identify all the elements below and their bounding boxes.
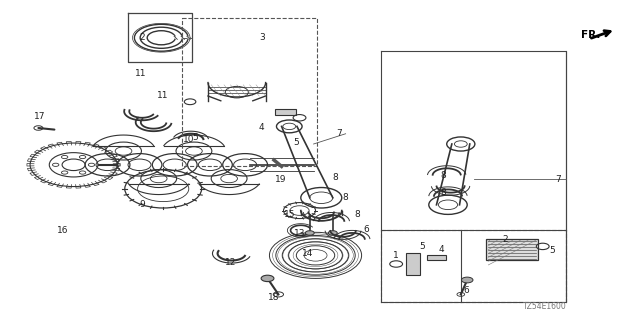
Text: 8: 8 bbox=[333, 173, 338, 182]
Text: FR.: FR. bbox=[581, 30, 600, 40]
Text: 7: 7 bbox=[556, 175, 561, 184]
Text: 15: 15 bbox=[284, 210, 295, 219]
Text: 8: 8 bbox=[440, 188, 445, 197]
Text: 8: 8 bbox=[440, 171, 445, 180]
Circle shape bbox=[328, 231, 337, 235]
Text: 16: 16 bbox=[57, 226, 68, 235]
Text: 4: 4 bbox=[439, 245, 444, 254]
Text: 11: 11 bbox=[157, 91, 169, 100]
Bar bbox=[427, 255, 446, 260]
Text: 6: 6 bbox=[364, 225, 369, 234]
Text: 14: 14 bbox=[301, 249, 313, 258]
Text: 17: 17 bbox=[34, 112, 45, 121]
Text: 10: 10 bbox=[183, 135, 195, 144]
Text: 3: 3 bbox=[260, 33, 265, 42]
Text: 1: 1 bbox=[393, 252, 398, 260]
Text: TZ54E1600: TZ54E1600 bbox=[524, 302, 567, 311]
Text: 5: 5 bbox=[193, 133, 198, 142]
Text: 18: 18 bbox=[268, 293, 280, 302]
Circle shape bbox=[461, 277, 473, 283]
Bar bbox=[406, 253, 420, 275]
Circle shape bbox=[305, 231, 314, 235]
Text: 5: 5 bbox=[293, 138, 298, 147]
Text: 5: 5 bbox=[420, 242, 425, 251]
Text: 8: 8 bbox=[343, 193, 348, 202]
Text: 6: 6 bbox=[463, 286, 468, 295]
Circle shape bbox=[261, 275, 274, 282]
Text: 4: 4 bbox=[259, 124, 264, 132]
Text: 8: 8 bbox=[355, 210, 360, 219]
Bar bbox=[486, 239, 538, 260]
Text: 2: 2 bbox=[140, 33, 145, 42]
Bar bbox=[275, 109, 296, 115]
Text: 19: 19 bbox=[275, 175, 286, 184]
Text: 2: 2 bbox=[503, 235, 508, 244]
Text: 11: 11 bbox=[135, 69, 147, 78]
Text: 5: 5 bbox=[549, 246, 554, 255]
Text: 7: 7 bbox=[337, 129, 342, 138]
Text: 12: 12 bbox=[225, 258, 236, 267]
Text: 9: 9 bbox=[140, 200, 145, 209]
Text: 13: 13 bbox=[294, 229, 305, 238]
